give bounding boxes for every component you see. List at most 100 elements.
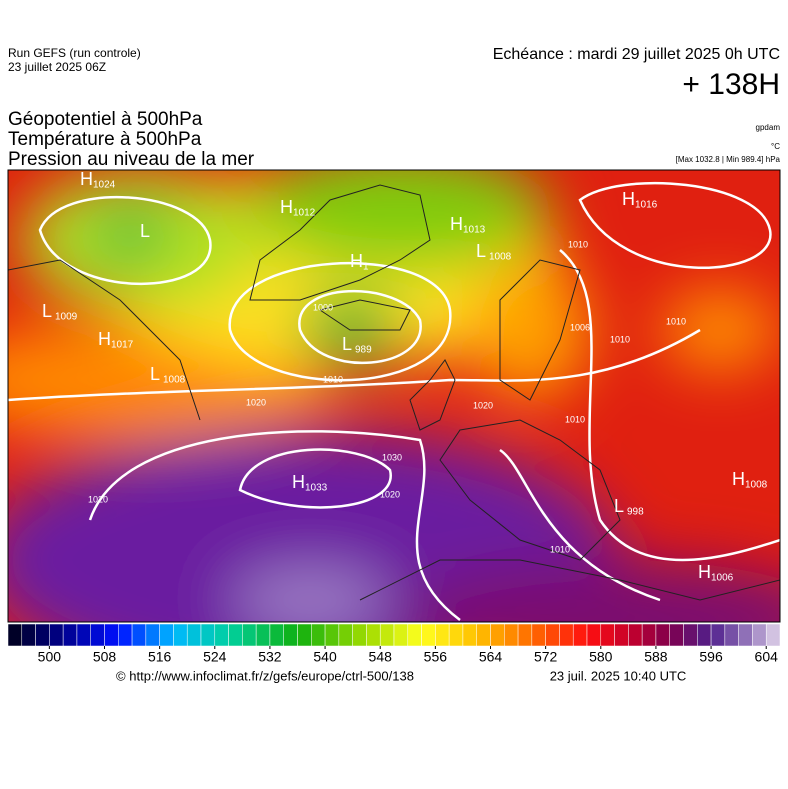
colorbar-tick-label: 604 (755, 649, 779, 665)
colorbar-tick-label: 532 (258, 649, 282, 665)
colorbar-cell (435, 623, 450, 647)
colorbar-cell (338, 623, 353, 647)
colorbar: 500 508 516 524 532 540 548 556 564 572 580 588 596 6… (7, 623, 781, 665)
colorbar-cell (62, 623, 78, 647)
center-letter: H (698, 562, 711, 582)
center-letter: H (450, 214, 463, 234)
isobar-label: 1010 (565, 414, 585, 424)
colorbar-cell (448, 623, 464, 647)
colorbar-cell (311, 623, 326, 647)
unit: °C (771, 142, 780, 151)
colorbar-tick-label: 556 (424, 649, 448, 665)
colorbar-cell (531, 623, 546, 647)
colorbar-cell (7, 623, 23, 647)
colorbar-cell (255, 623, 271, 647)
center-value: 1008 (489, 252, 512, 263)
map-frame (7, 169, 781, 623)
colorbar-cell (242, 623, 257, 647)
center-letter: H (280, 197, 293, 217)
colorbar-cell (200, 623, 216, 647)
title: Pression au niveau de la mer (8, 149, 255, 170)
colorbar-tick-label: 508 (93, 649, 117, 665)
isobar-label: 1030 (382, 452, 402, 462)
colorbar-cell (710, 623, 726, 647)
center-letter: H (732, 469, 745, 489)
center-letter: H (98, 329, 111, 349)
colorbar-cell (118, 623, 133, 647)
center-letter: L (42, 301, 52, 321)
colorbar-cell (476, 623, 491, 647)
colorbar-cell (297, 623, 312, 647)
center-letter: L (614, 496, 624, 516)
colorbar-cell (600, 623, 615, 647)
colorbar-cell (379, 623, 395, 647)
colorbar-cell (697, 623, 712, 647)
colorbar-cell (421, 623, 436, 647)
colorbar-cell (145, 623, 160, 647)
center-value: 1012 (293, 208, 316, 219)
colorbar-cell (186, 623, 202, 647)
colorbar-cell (214, 623, 229, 647)
colorbar-cell (366, 623, 381, 647)
center-letter: H (622, 189, 635, 209)
colorbar-tick-label: 580 (589, 649, 613, 665)
colorbar-cell (738, 623, 753, 647)
colorbar-cell (324, 623, 340, 647)
isobar-label: 1010 (666, 316, 686, 326)
colorbar-cell (21, 623, 36, 647)
colorbar-cell (724, 623, 739, 647)
center-value: 989 (355, 345, 372, 356)
colorbar-cell (76, 623, 91, 647)
center-value: 1013 (463, 225, 486, 236)
colorbar-tick-label: 572 (534, 649, 558, 665)
center-value: 1033 (305, 483, 328, 494)
colorbar-cell (407, 623, 422, 647)
colorbar-cell (490, 623, 505, 647)
colorbar-cell (683, 623, 698, 647)
colorbar-cell (765, 623, 781, 647)
center-letter: L (140, 221, 150, 241)
footer-time: 23 juil. 2025 10:40 UTC (550, 668, 687, 683)
colorbar-cell (393, 623, 409, 647)
colorbar-cell (586, 623, 602, 647)
lead-time: + 138H (682, 68, 780, 101)
center-letter: H (350, 251, 363, 271)
map (8, 170, 780, 622)
colorbar-tick-label: 540 (313, 649, 337, 665)
colorbar-cell (517, 623, 533, 647)
echeance: Echéance : mardi 29 juillet 2025 0h UTC (493, 46, 780, 63)
center-value: 1 (363, 262, 369, 273)
center-value: 1009 (55, 312, 78, 323)
colorbar-tick-label: 500 (38, 649, 62, 665)
colorbar-tick-label: 516 (148, 649, 172, 665)
isobar-label: 1010 (550, 544, 570, 554)
colorbar-cell (90, 623, 105, 647)
colorbar-cell (545, 623, 560, 647)
colorbar-cell (352, 623, 367, 647)
colorbar-cell (35, 623, 50, 647)
colorbar-cell (752, 623, 767, 647)
center-value: 1024 (93, 180, 116, 191)
colorbar-cell (269, 623, 284, 647)
center-letter: L (476, 241, 486, 261)
colorbar-tick-label: 548 (369, 649, 393, 665)
colorbar-cell (655, 623, 670, 647)
colorbar-cell (462, 623, 477, 647)
run-label: Run GEFS (run controle) (8, 46, 141, 60)
footer-url: © http://www.infoclimat.fr/z/gefs/europe… (116, 668, 414, 683)
colorbar-cell (614, 623, 629, 647)
colorbar-cell (669, 623, 684, 647)
colorbar-cell (104, 623, 119, 647)
isobar-label: 1000 (313, 302, 333, 312)
title: Géopotentiel à 500hPa (8, 109, 203, 130)
colorbar-tick-label: 596 (699, 649, 723, 665)
center-letter: H (292, 472, 305, 492)
isobar-label: 1020 (88, 494, 108, 504)
colorbar-cell (173, 623, 188, 647)
center-value: 1017 (111, 340, 134, 351)
title: Température à 500hPa (8, 129, 202, 150)
center-value: 1008 (163, 375, 186, 386)
isobars (8, 181, 780, 621)
